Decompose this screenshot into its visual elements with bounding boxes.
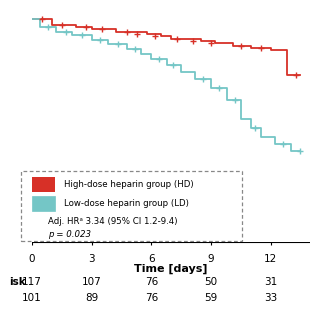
Text: 33: 33 [264,293,277,303]
Text: 0: 0 [29,254,35,264]
Text: isk: isk [10,277,26,287]
Text: 117: 117 [22,277,42,287]
Text: Adj. HRᵃ 3.34 (95% CI 1.2-9.4): Adj. HRᵃ 3.34 (95% CI 1.2-9.4) [48,217,178,226]
Bar [32,177,55,192]
Text: 89: 89 [85,293,98,303]
Text: 31: 31 [264,277,277,287]
Text: 12: 12 [264,254,277,264]
Bar [32,196,55,211]
Text: 6: 6 [148,254,155,264]
Text: 3: 3 [88,254,95,264]
Text: High-dose heparin group (HD): High-dose heparin group (HD) [64,180,194,189]
Text: 107: 107 [82,277,101,287]
Text: 101: 101 [22,293,42,303]
Text: 59: 59 [204,293,218,303]
Text: Time [days]: Time [days] [134,264,208,274]
Text: p = 0.023: p = 0.023 [48,230,91,239]
Text: 76: 76 [145,277,158,287]
Text: Low-dose heparin group (LD): Low-dose heparin group (LD) [64,199,189,208]
Text: 76: 76 [145,293,158,303]
Text: 9: 9 [208,254,214,264]
FancyBboxPatch shape [20,171,242,241]
Text: 50: 50 [204,277,218,287]
